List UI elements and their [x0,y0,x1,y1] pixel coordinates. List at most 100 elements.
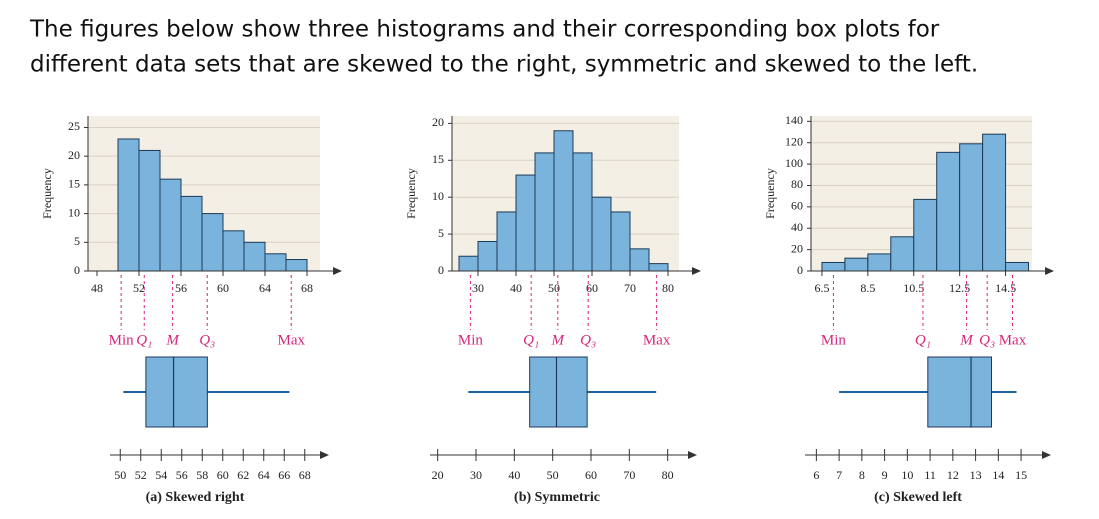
box-axis-arrow [320,451,329,459]
box-stat-label: M [165,332,180,348]
box-tick-label: 64 [258,468,270,482]
y-axis-label: Frequency [404,168,418,219]
y-tick-label: 25 [68,119,80,133]
y-tick-label: 10 [432,189,444,203]
bar [591,196,612,272]
box-tick-label: 10 [901,468,913,482]
x-tick-label: 40 [510,281,522,295]
box-tick-label: 12 [947,468,959,482]
box-tick-label: 58 [196,468,208,482]
bar [222,230,245,272]
box-tick-label: 50 [547,468,559,482]
bar [890,236,915,272]
x-tick-label: 30 [472,281,484,295]
y-tick-label: 20 [68,148,80,162]
bar [159,178,182,272]
y-axis-label: Frequency [763,168,777,219]
y-tick-label: 5 [74,234,80,248]
bar [844,257,869,272]
box-stat-label: Max [999,332,1027,348]
bar [496,211,517,272]
box-axis-arrow [1042,451,1051,459]
x-tick-label: 52 [133,281,145,295]
box-stat-label: Q₃ [199,332,215,348]
box-tick-label: 40 [508,468,520,482]
bar [285,259,308,272]
bar [821,261,846,272]
bar [180,195,203,272]
box-tick-label: 9 [882,468,888,482]
bar [243,241,266,272]
x-tick-label: 70 [624,281,636,295]
bar [610,211,631,272]
box-stat-label: Q₁ [136,332,152,348]
y-tick-label: 20 [791,241,803,255]
y-axis-label: Frequency [40,168,54,219]
bar [264,253,287,272]
intro-line: different data sets that are skewed to t… [30,52,978,78]
box-tick-label: 56 [176,468,188,482]
x-axis-arrow [692,267,701,275]
caption: (a) Skewed right [146,490,245,505]
box-tick-label: 11 [924,468,936,482]
x-tick-label: 80 [662,281,674,295]
bar [982,133,1007,272]
x-tick-label: 12.5 [949,281,970,295]
box-tick-label: 70 [623,468,635,482]
box-tick-label: 66 [278,468,290,482]
box-tick-label: 50 [114,468,126,482]
box-stat-label: Q₁ [915,332,931,348]
y-tick-label: 60 [791,199,803,213]
box-axis-arrow [688,451,697,459]
x-tick-label: 14.5 [995,281,1016,295]
y-tick-label: 120 [785,134,803,148]
y-tick-label: 140 [785,113,803,127]
x-tick-label: 64 [259,281,271,295]
bar [201,213,224,272]
box [927,356,993,428]
intro-line: The figures below show three histograms … [29,17,940,43]
x-tick-label: 10.5 [903,281,924,295]
box-tick-label: 14 [992,468,1004,482]
box-tick-label: 68 [299,468,311,482]
box-stat-label: Q₃ [580,332,596,348]
box-tick-label: 52 [135,468,147,482]
box-stat-label: Min [109,332,135,348]
bar [867,253,892,272]
y-tick-label: 0 [74,263,80,277]
box-tick-label: 6 [813,468,819,482]
y-tick-label: 80 [791,177,803,191]
box-stat-label: Min [821,332,847,348]
bar [913,198,938,272]
box-tick-label: 54 [155,468,167,482]
x-tick-label: 8.5 [860,281,875,295]
bar [572,152,593,272]
y-tick-label: 5 [438,226,444,240]
box [529,356,588,428]
bar [1005,261,1030,272]
y-tick-label: 0 [438,263,444,277]
x-tick-label: 56 [175,281,187,295]
bar [138,149,161,272]
box-tick-label: 15 [1015,468,1027,482]
box-stat-label: Max [643,332,671,348]
box-tick-label: 80 [662,468,674,482]
y-tick-label: 40 [791,220,803,234]
bar [553,130,574,272]
box-stat-label: Q₁ [523,332,539,348]
box-tick-label: 62 [237,468,249,482]
y-tick-label: 20 [432,115,444,129]
x-tick-label: 60 [217,281,229,295]
caption: (b) Symmetric [514,490,600,505]
box-stat-label: Q₃ [979,332,995,348]
box-stat-label: M [551,332,566,348]
caption: (c) Skewed left [874,490,962,505]
box-stat-label: Max [278,332,306,348]
box-tick-label: 7 [836,468,842,482]
x-tick-label: 48 [91,281,103,295]
y-tick-label: 15 [68,177,80,191]
bar [936,151,961,272]
box [145,356,208,428]
bar [117,138,140,272]
